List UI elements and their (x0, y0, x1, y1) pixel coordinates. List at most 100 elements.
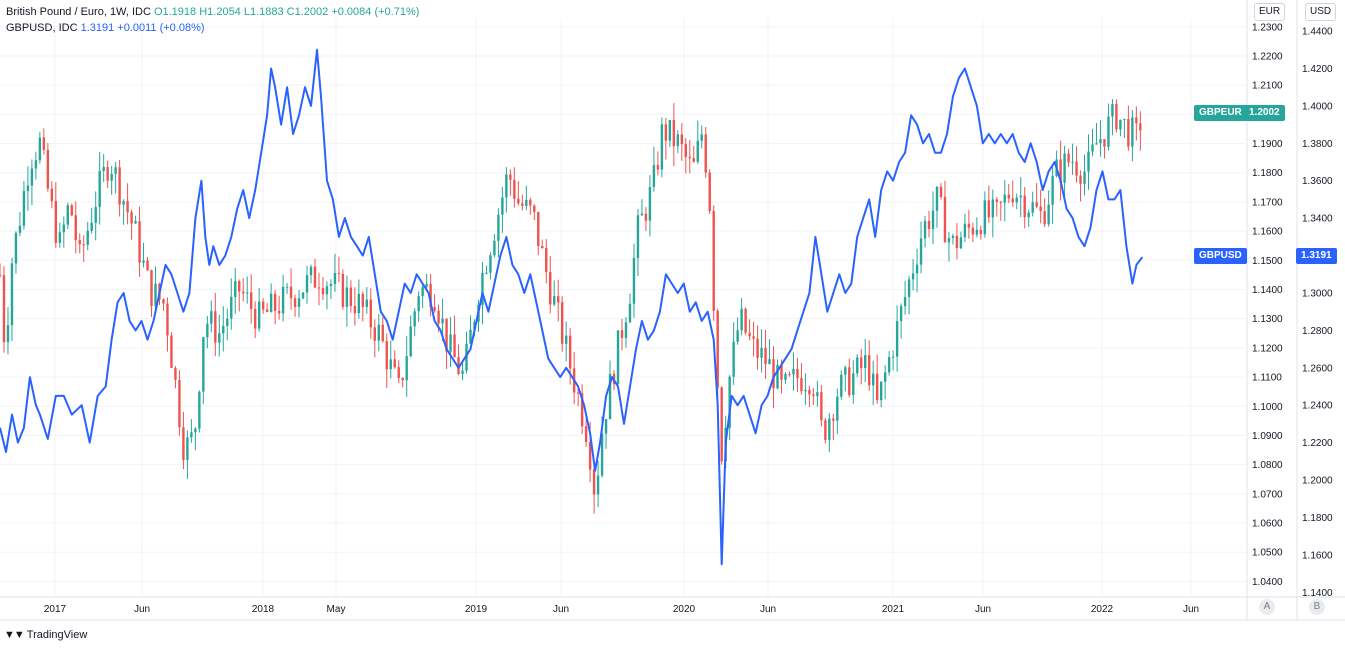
candle-body (497, 214, 500, 241)
candle-body (369, 299, 373, 328)
legend-gbpeur-ohlc: O1.1918 H1.2054 L1.1883 C1.2002 +0.0084 … (153, 6, 420, 18)
usd-scale-footer[interactable]: B (1309, 599, 1325, 615)
legend-gbpusd[interactable]: GBPUSD, IDC 1.3191 +0.0011 (+0.08%) (6, 20, 419, 36)
candle-body (285, 286, 289, 288)
candle-body (636, 215, 640, 259)
candle-body (373, 327, 376, 341)
legend-gbpeur-title: British Pound / Euro, 1W, IDC (6, 6, 151, 18)
legend-gbpeur[interactable]: British Pound / Euro, 1W, IDC O1.1918 H1… (6, 4, 419, 20)
candle-body (194, 428, 197, 433)
candle-body (903, 297, 907, 307)
candle-body (126, 201, 129, 213)
candle-body (844, 367, 847, 375)
candle-body (979, 229, 983, 235)
candle-body (178, 380, 181, 428)
candle-body (249, 292, 253, 309)
candle-body (1015, 197, 1018, 203)
candle-body (828, 418, 831, 440)
candle-body (313, 266, 317, 288)
candle-body (317, 287, 321, 289)
candle-body (509, 174, 512, 180)
candle-body (30, 168, 34, 186)
candle-body (660, 124, 664, 170)
candle-body (1119, 119, 1122, 130)
candle-body (142, 260, 145, 263)
gbpusd-name-badge: GBPUSD (1194, 248, 1247, 264)
candle-body (919, 238, 923, 265)
candle-body (537, 211, 540, 246)
candle-body (273, 293, 277, 311)
usd-scale-header[interactable]: USD (1305, 3, 1337, 21)
candle-body (417, 296, 420, 312)
candle-body (517, 198, 520, 204)
candle-body (557, 296, 560, 303)
eur-tick-label: 1.0700 (1252, 489, 1283, 500)
candle-body (226, 318, 229, 326)
candle-body (728, 376, 731, 428)
candle-body (943, 196, 947, 243)
candle-body (915, 264, 919, 274)
candle-body (1007, 194, 1010, 199)
eur-axis[interactable]: 1.0400 1.0500 1.0600 1.0700 1.0800 1.0900 1.10… (1252, 22, 1283, 588)
candle-body (955, 235, 959, 249)
usd-axis[interactable]: 1.1400 1.1600 1.1800 1.2000 1.2200 1.2400 1.26… (1302, 27, 1333, 599)
candle-body (529, 199, 532, 206)
candle-body (600, 433, 604, 476)
candle-body (967, 223, 971, 228)
eur-tick-label: 1.2300 (1252, 22, 1283, 33)
candle-body (305, 275, 309, 293)
candle-body (852, 373, 855, 396)
time-tick-label: 2018 (252, 604, 275, 615)
candle-body (740, 308, 743, 331)
candle-body (393, 359, 396, 368)
candle-body (1047, 204, 1050, 225)
candle-body (321, 287, 325, 295)
candle-body (210, 311, 213, 324)
candle-body (620, 330, 624, 338)
candle-body (106, 166, 109, 181)
candle-body (592, 469, 596, 495)
candle-body (1043, 211, 1046, 225)
candle-body (553, 296, 556, 305)
usd-tick-label: 1.4400 (1302, 27, 1333, 38)
eur-tick-label: 1.1600 (1252, 227, 1283, 238)
candle-body (624, 322, 628, 338)
candle-body (824, 420, 827, 440)
time-tick-label: 2019 (465, 604, 488, 615)
candle-body (218, 333, 221, 343)
candle-body (445, 318, 448, 352)
tradingview-branding[interactable]: ▼▼ TradingView (4, 629, 87, 641)
candle-body (329, 283, 333, 287)
eur-scale-header[interactable]: EUR (1254, 3, 1286, 21)
time-axis[interactable]: 2017 Jun 2018 May 2019 Jun 2020 Jun 2021 Jun 2022 J… (44, 604, 1199, 615)
usd-tick-label: 1.2200 (1302, 438, 1333, 449)
candle-body (748, 332, 751, 337)
candle-body (162, 299, 165, 304)
candle-body (198, 391, 201, 429)
gbpeur-name-badge: GBPEUR (1194, 105, 1247, 121)
candle-body (54, 201, 58, 243)
usd-tick-label: 1.2000 (1302, 476, 1333, 487)
candle-body (337, 273, 341, 275)
candle-body (700, 134, 703, 141)
candle-body (871, 373, 875, 386)
candle-body (341, 273, 345, 307)
eur-scale-footer[interactable]: A (1259, 599, 1275, 615)
candle-body (987, 200, 991, 218)
candle-body (568, 335, 572, 369)
candle-body (465, 343, 468, 371)
candle-body (385, 341, 388, 370)
candle-body (409, 326, 412, 357)
candle-body (907, 279, 911, 298)
eur-tick-label: 1.1400 (1252, 285, 1283, 296)
candle-body (481, 272, 484, 306)
candle-body (963, 223, 967, 238)
candle-body (632, 258, 636, 304)
candle-body (238, 281, 241, 292)
candle-body (78, 240, 81, 245)
axes (0, 0, 1345, 621)
candle-body (413, 311, 416, 327)
candle-body (261, 301, 265, 310)
